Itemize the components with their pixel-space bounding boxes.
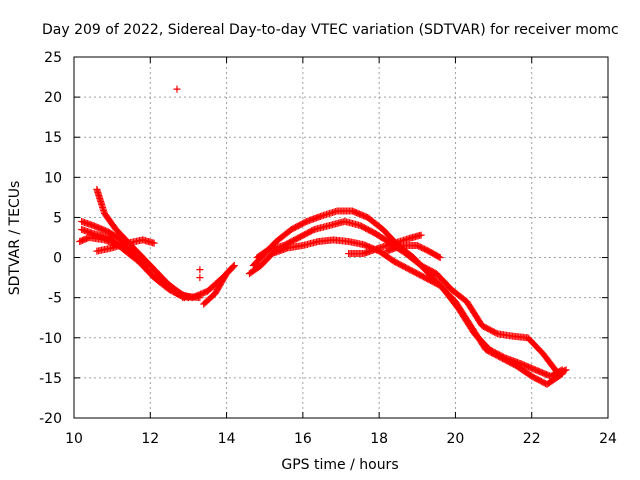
- x-tick-label: 20: [447, 431, 465, 447]
- x-tick-labels: 10 12 14 16 18 20 22 24: [65, 431, 617, 447]
- data-point: [436, 254, 444, 262]
- data-point: [196, 294, 204, 302]
- x-tick-label: 14: [218, 431, 236, 447]
- y-tick-label: -20: [39, 411, 62, 427]
- y-tick-label: 15: [44, 130, 62, 146]
- y-tick-label: 5: [53, 210, 62, 226]
- data-point: [173, 85, 181, 93]
- data-point: [150, 239, 158, 247]
- x-tick-label: 12: [141, 431, 159, 447]
- x-tick-label: 16: [294, 431, 312, 447]
- y-tick-labels: -20 -15 -10 -5 0 5 10 15 20 25: [39, 50, 62, 427]
- data-point: [562, 366, 570, 374]
- x-tick-label: 18: [370, 431, 388, 447]
- y-tick-label: -10: [39, 331, 62, 347]
- data-points: [76, 85, 570, 388]
- y-tick-label: 10: [44, 170, 62, 186]
- plot-frame: [73, 56, 609, 419]
- x-tick-label: 22: [523, 431, 541, 447]
- data-point: [230, 262, 238, 270]
- grid: [74, 57, 608, 418]
- y-axis-title: SDTVAR / TECUs: [7, 181, 23, 296]
- y-tick-label: -5: [48, 291, 62, 307]
- data-point: [435, 253, 443, 261]
- y-tick-label: -15: [39, 371, 62, 387]
- x-axis-title: GPS time / hours: [281, 457, 398, 473]
- y-tick-label: 25: [44, 50, 62, 66]
- data-point: [196, 274, 204, 282]
- x-tick-label: 24: [599, 431, 617, 447]
- y-tick-label: 0: [53, 251, 62, 267]
- data-point: [179, 294, 187, 302]
- chart-title: Day 209 of 2022, Sidereal Day-to-day VTE…: [42, 22, 619, 38]
- data-point: [417, 231, 425, 239]
- data-point: [561, 367, 569, 375]
- data-point: [196, 266, 204, 274]
- x-tick-label: 10: [65, 431, 83, 447]
- y-tick-label: 20: [44, 90, 62, 106]
- data-point: [229, 263, 237, 271]
